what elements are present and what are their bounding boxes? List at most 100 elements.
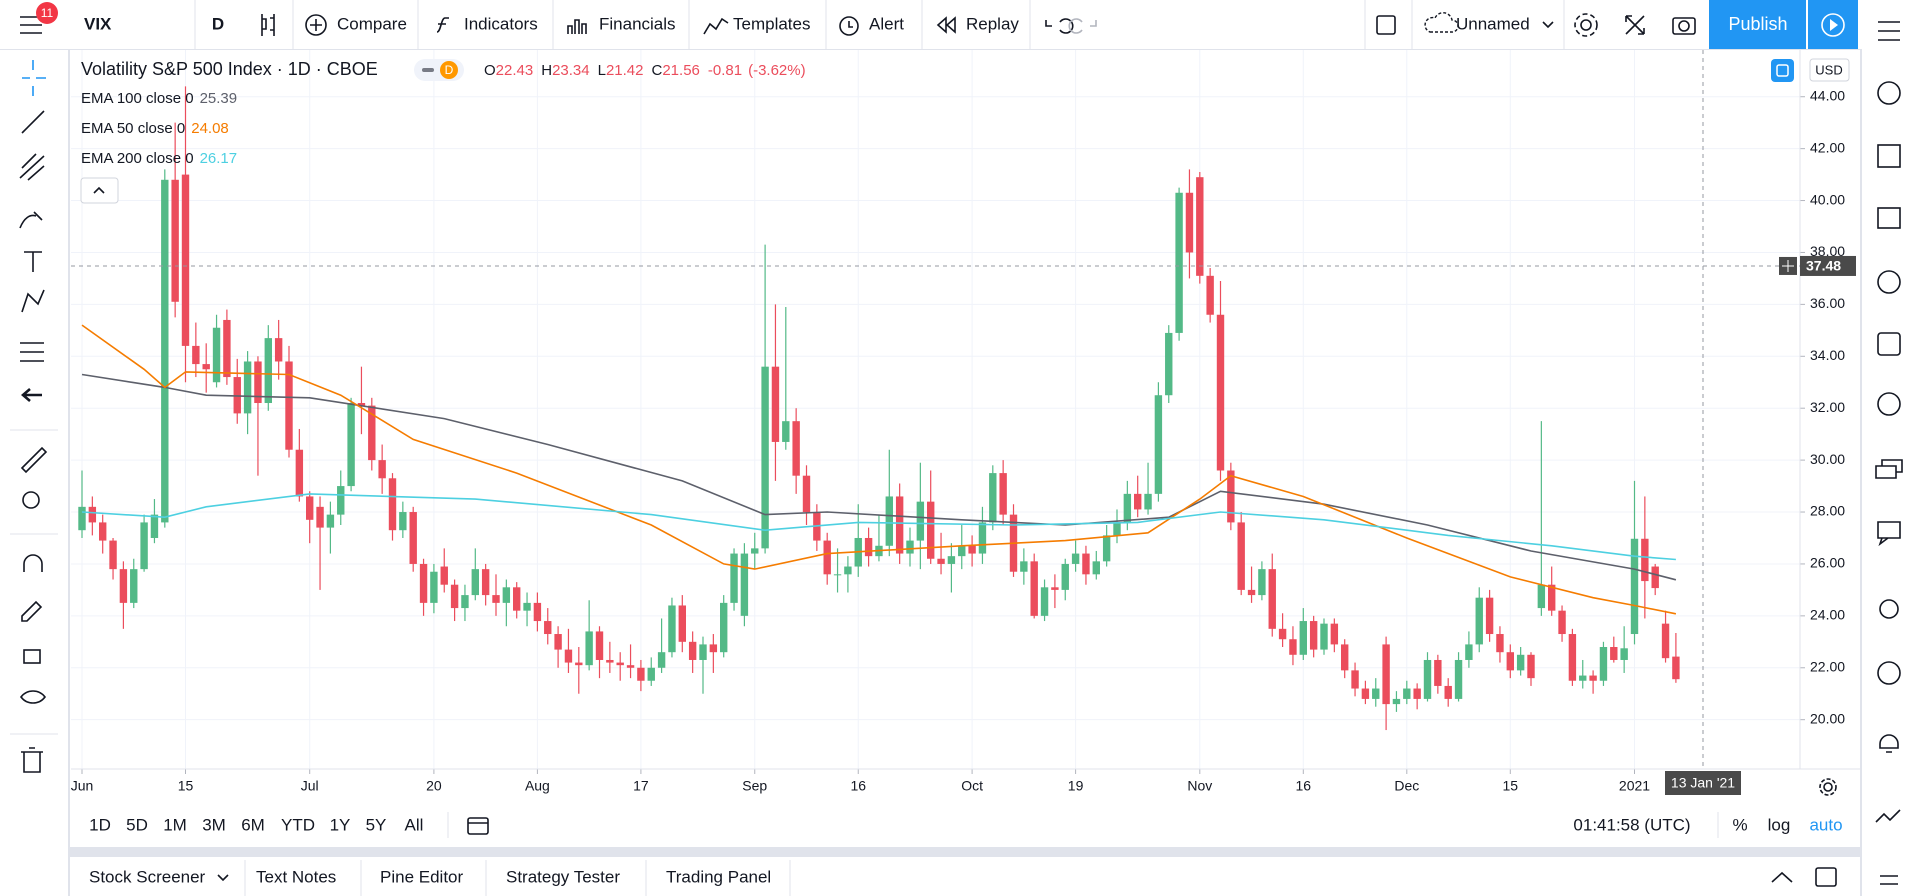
menu-button[interactable]: 11 [20, 2, 58, 34]
chart-widget-icon[interactable] [1875, 809, 1901, 823]
candle-body [606, 659, 614, 663]
screener-chevron[interactable] [217, 874, 229, 882]
candle-body [409, 512, 417, 564]
currency-box[interactable] [1809, 58, 1850, 82]
hotlist-icon[interactable] [1877, 207, 1901, 229]
candle-body [1434, 659, 1442, 686]
pattern-tool[interactable] [21, 289, 45, 313]
measure-tool[interactable] [20, 446, 48, 474]
range-button[interactable]: 5Y [366, 815, 387, 834]
candle-body [885, 496, 893, 546]
magnet-tool[interactable] [23, 554, 43, 572]
range-button[interactable]: 5D [126, 815, 148, 834]
candle-body [192, 345, 200, 365]
goto-date-icon[interactable] [467, 817, 489, 835]
bottom-tab[interactable]: Text Notes [256, 867, 336, 886]
candle-body [1423, 659, 1432, 699]
streams-icon[interactable] [1879, 599, 1899, 619]
snapshot-icon[interactable] [1672, 17, 1696, 35]
range-button[interactable]: 1M [163, 815, 187, 834]
fullscreen-icon[interactable] [1625, 15, 1645, 35]
axis-settings-icon[interactable] [1819, 778, 1837, 796]
symbol[interactable]: VIX [84, 14, 112, 33]
crosshair-date: 13 Jan '21 [1671, 775, 1735, 791]
range-button[interactable]: YTD [281, 815, 315, 834]
ideas-icon[interactable] [1877, 392, 1901, 416]
chart-type-icon[interactable] [261, 14, 275, 36]
candle-body [1537, 584, 1546, 609]
candle-body [1237, 522, 1245, 590]
bottom-tab[interactable]: Stock Screener [89, 867, 206, 886]
bottom-tab[interactable]: Trading Panel [666, 867, 771, 886]
calendar-icon[interactable] [1877, 332, 1901, 356]
range-bar: 1D 5D 1M 3M 6M YTD 1Y 5Y All% log auto [89, 815, 1842, 834]
bottom-tab[interactable]: Strategy Tester [506, 867, 620, 886]
watchlist-icon[interactable] [1878, 21, 1900, 41]
toolbar-item[interactable]: Templates [733, 14, 810, 33]
candle-body [895, 496, 904, 554]
undo-icon[interactable] [1045, 18, 1074, 34]
visibility-tool[interactable] [19, 690, 47, 704]
candle-body [1206, 275, 1214, 315]
redo-icon[interactable] [1068, 18, 1097, 34]
menu-widget-icon[interactable] [1880, 875, 1898, 885]
candle-body [1216, 314, 1225, 471]
settings-icon[interactable] [1574, 13, 1598, 37]
candle-body [223, 319, 231, 378]
notifications-icon[interactable] [1879, 734, 1899, 753]
candle-body [1372, 688, 1380, 699]
candle-body [88, 506, 97, 523]
y-tick-label: 24.00 [1810, 607, 1845, 623]
scale-option[interactable]: % [1732, 815, 1747, 834]
candle-body [1641, 538, 1649, 582]
toolbar-item[interactable]: Replay [966, 14, 1019, 33]
toolbar-item[interactable]: Compare [337, 14, 407, 33]
bottom-panel [70, 857, 1860, 896]
range-button[interactable]: 1D [89, 815, 111, 834]
panel-layout-icon[interactable] [1815, 867, 1837, 887]
range-button[interactable]: 6M [241, 815, 265, 834]
text-tool[interactable] [24, 251, 42, 272]
alerts-icon[interactable] [1877, 81, 1901, 105]
range-button[interactable]: All [405, 815, 424, 834]
candle-body [1465, 644, 1473, 660]
candle-body [1651, 566, 1659, 589]
layout-name[interactable]: Unnamed [1456, 14, 1530, 33]
ohlc-legend: O22.43 H23.34 L21.42 C21.56 -0.81 (-3.62%) [484, 62, 806, 79]
ohlc-key: O [484, 62, 496, 79]
chat-icon[interactable] [1875, 459, 1903, 479]
maximize-panel-icon[interactable] [1771, 871, 1793, 883]
range-button[interactable]: 1Y [330, 815, 351, 834]
chevron-icon[interactable] [1542, 21, 1554, 29]
lock-tool[interactable] [23, 649, 41, 664]
auto-fit-button[interactable] [1771, 59, 1794, 82]
layout-icon[interactable] [1376, 15, 1396, 35]
messages-icon[interactable] [1877, 521, 1901, 547]
calendar-pie-icon[interactable] [1877, 270, 1901, 294]
interval[interactable]: D [212, 14, 224, 33]
trash-tool[interactable] [21, 747, 43, 773]
scale-option[interactable]: auto [1809, 815, 1842, 834]
toolbar-item[interactable]: Indicators [464, 14, 538, 33]
range-button[interactable]: 3M [202, 815, 226, 834]
candle-body [523, 602, 531, 611]
publish-button[interactable] [1709, 0, 1806, 49]
play-widget-icon[interactable] [1877, 661, 1901, 685]
prediction-tool[interactable] [20, 342, 44, 362]
candle-body [399, 512, 407, 531]
candle-body [1258, 569, 1266, 596]
zoom-tool[interactable] [22, 491, 40, 509]
crosshair-tool[interactable] [22, 60, 46, 96]
fib-tool[interactable] [19, 153, 45, 181]
bottom-tab[interactable]: Pine Editor [380, 867, 463, 886]
news-icon[interactable] [1877, 144, 1901, 168]
candle-body [554, 634, 562, 650]
back-tool[interactable] [21, 388, 42, 402]
lock-drawing-tool[interactable] [21, 600, 43, 622]
trendline-tool[interactable] [21, 110, 45, 134]
brush-tool[interactable] [19, 211, 43, 229]
toolbar-item[interactable]: Alert [869, 14, 904, 33]
collapse-button[interactable] [80, 177, 119, 204]
scale-option[interactable]: log [1768, 815, 1791, 834]
toolbar-item[interactable]: Financials [599, 14, 676, 33]
